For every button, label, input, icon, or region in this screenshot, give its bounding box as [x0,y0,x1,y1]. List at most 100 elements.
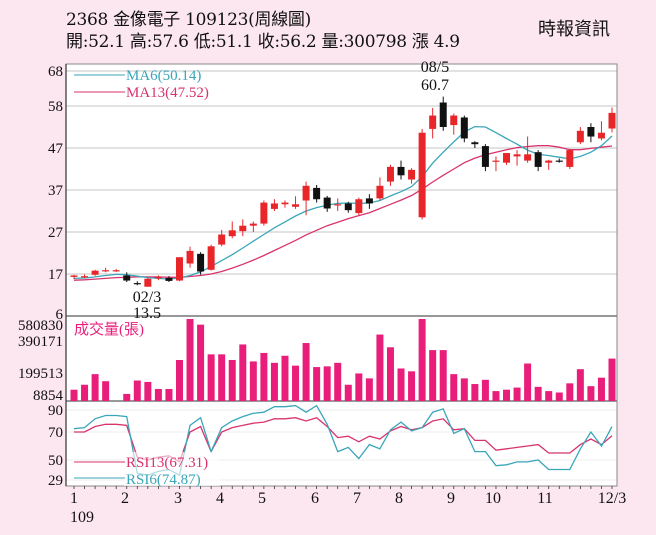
volume-bar [503,389,511,401]
price-tick-label: 6 [56,307,64,323]
volume-bar [91,374,99,401]
volume-bar [439,350,447,401]
candle-body [344,203,352,211]
rsi13-legend: RSI13(67.31) [126,455,208,471]
candle-body [555,160,563,162]
rsi-legend-bg [124,452,220,486]
volume-bar [513,387,521,401]
volume-bar [566,383,574,401]
ma6-line [73,125,613,280]
volume-bar [218,354,226,401]
rsi-tick-label: 29 [48,473,63,489]
volume-bar [165,388,173,401]
candle-body [460,117,468,139]
candle-body [70,275,78,277]
candle-body [492,160,500,162]
candle-body [513,154,521,157]
x-tick-label: 2 [121,490,129,507]
candle-body [313,187,321,200]
candle-body [302,185,310,201]
high-date-annotation: 08/5 [421,59,449,76]
x-tick-label: 3 [174,490,182,507]
price-tick-label: 58 [48,99,63,115]
volume-bar [397,368,405,401]
candle-body [218,234,226,245]
x-tick-label: 11 [537,490,552,507]
candle-body [249,223,257,226]
volume-bar [186,319,194,401]
volume-bar [355,373,363,401]
candle-body [123,275,131,281]
x-tick-label: 4 [216,490,224,507]
volume-bar [249,361,257,401]
candle-body [175,257,183,281]
volume-bar [323,366,331,401]
candle-body [545,160,553,163]
volume-bar [608,358,616,401]
candle-body [270,203,278,209]
candle-body [408,169,416,180]
volume-bar [587,386,595,401]
candle-body [376,185,384,199]
candle-body [503,153,511,163]
x-tick-label: 6 [311,490,319,507]
candle-body [418,132,426,218]
volume-bar [302,343,310,401]
volume-bar [270,362,278,401]
candle-body [228,230,236,237]
x-tick-label: 10 [485,490,501,507]
candle-body [144,278,152,287]
volume-bar [334,362,342,401]
volume-bar [481,379,489,401]
volume-bar [175,360,183,401]
candle-body [197,253,205,272]
candle-body [608,112,616,129]
volume-bar [133,380,141,401]
plot-background [66,64,617,486]
volume-bar [344,384,352,401]
candle-body [186,250,194,264]
volume-bar [534,386,542,401]
candle-body [239,225,247,232]
candle-body [355,199,363,214]
price-tick-label: 47 [48,141,64,157]
candle-body [587,127,595,137]
candle-body [154,276,162,279]
candle-body [281,202,289,205]
candle-body [207,246,215,270]
volume-bar [260,352,268,401]
low-date-annotation: 02/3 [133,289,161,306]
volume-bar [576,369,584,401]
candle-body [102,270,110,272]
volume-bar [386,347,394,401]
price-tick-label: 17 [48,267,64,283]
volume-bar [81,384,89,401]
candle-body [334,204,342,206]
rsi-tick-label: 70 [48,425,63,441]
volume-tick-label: 390171 [18,334,63,350]
candle-body [429,115,437,129]
volume-bar [365,378,373,401]
volume-bar [524,363,532,401]
volume-bar [144,381,152,401]
candle-body [323,197,331,209]
low-value-annotation: 13.5 [133,305,161,322]
x-tick-label: 7 [353,490,361,507]
volume-tick-label: 199513 [18,366,63,382]
candle-body [133,283,141,285]
candle-body [112,270,120,272]
volume-bar [207,354,215,401]
candle-body [386,166,394,182]
x-tick-label: 9 [447,490,455,507]
candle-body [260,202,268,224]
candle-body [450,115,458,126]
price-tick-label: 68 [48,64,63,80]
volume-bar [292,365,300,401]
x-tick-label: 8 [395,490,403,507]
candle-body [524,154,532,161]
volume-bar [154,388,162,401]
ma13-legend: MA13(47.52) [126,85,209,101]
candle-body [576,130,584,143]
candle-body [365,198,373,204]
